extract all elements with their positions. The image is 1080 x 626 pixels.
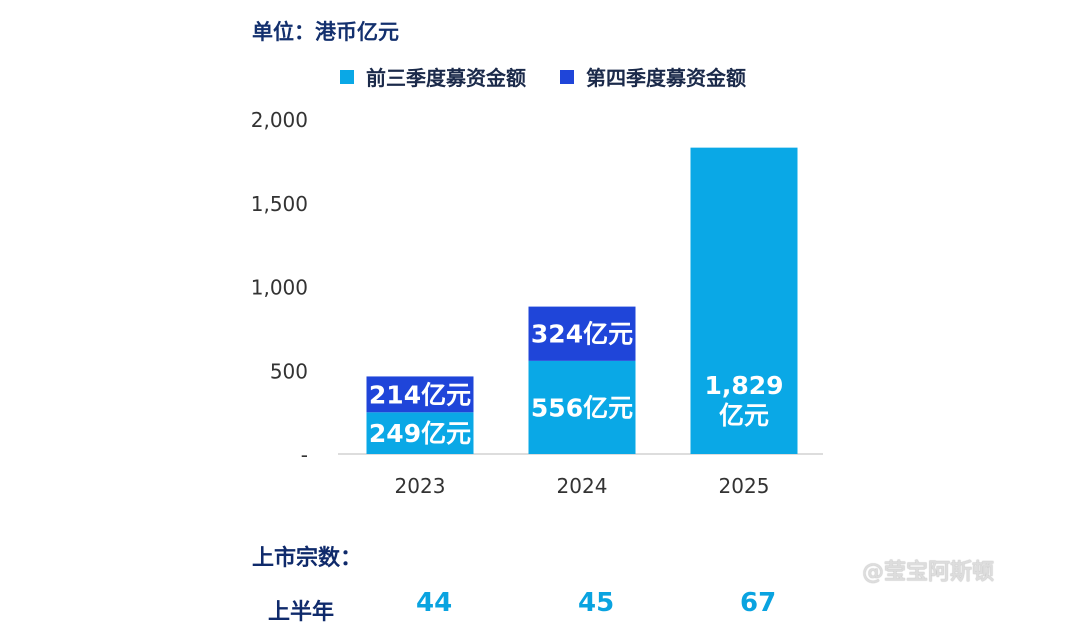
unit-label: 单位：港币亿元 (252, 20, 399, 44)
x-tick-label: 2025 (719, 474, 770, 498)
legend-item-first-three-quarters: 前三季度募资金额 (340, 62, 526, 91)
bar-2024-series-0 (528, 360, 636, 454)
bar-2023-series-0 (366, 412, 474, 454)
listings-count-2024: 45 (578, 588, 615, 618)
legend: 前三季度募资金额 第四季度募资金额 (340, 62, 746, 91)
data-label: 556亿元 (531, 393, 633, 422)
data-label: 214亿元 (369, 380, 471, 409)
legend-label: 第四季度募资金额 (586, 66, 746, 90)
y-tick-label: - (301, 443, 308, 467)
data-label: 1,829 (704, 371, 783, 400)
watermark: @莹宝阿斯顿 (862, 560, 995, 585)
bar-2025-series-0 (690, 147, 798, 454)
legend-swatch (340, 69, 354, 84)
x-tick-label: 2023 (395, 474, 446, 498)
y-tick-label: 500 (270, 359, 308, 383)
x-tick-label: 2024 (557, 474, 608, 498)
listings-count-2023: 44 (416, 588, 453, 618)
data-label: 324亿元 (531, 320, 633, 349)
y-tick-label: 1,500 (251, 192, 308, 216)
data-label: 249亿元 (369, 419, 471, 448)
listings-title: 上市宗数： (252, 546, 363, 571)
data-label: 亿元 (719, 401, 769, 430)
legend-item-fourth-quarter: 第四季度募资金额 (560, 62, 746, 91)
legend-swatch (560, 69, 574, 84)
legend-label: 前三季度募资金额 (366, 66, 526, 90)
bar-2024-series-1 (528, 306, 636, 361)
listings-count-2025: 67 (740, 588, 777, 618)
y-tick-label: 1,000 (251, 276, 308, 300)
y-tick-label: 2,000 (251, 108, 308, 132)
stacked-bar-chart: - 500 1,000 1,500 2,000 249亿元 214亿元 2023 556亿元 32… (251, 108, 823, 498)
listings-row-label: 上半年 (268, 600, 335, 625)
bar-2023-series-1 (366, 376, 474, 413)
